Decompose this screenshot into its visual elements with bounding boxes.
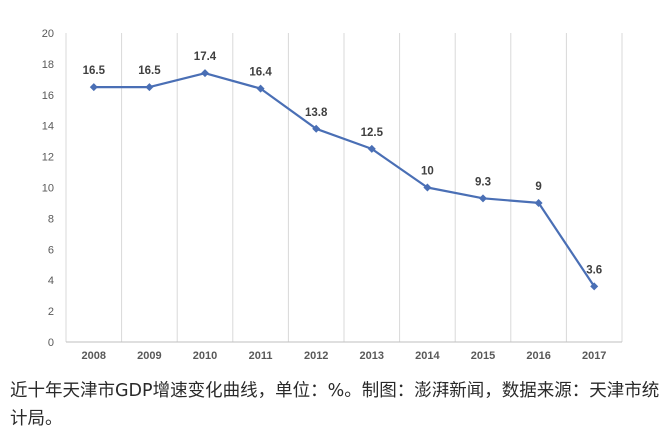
grid-layer [65,33,623,342]
data-label: 3.6 [586,264,602,276]
line-chart: 0 2 4 6 8 10 12 14 16 18 20 2008 2009 2010 2011 2012 201… [42,28,623,362]
y-tick-label: 16 [42,90,54,102]
data-label: 13.8 [305,107,328,119]
data-label: 12.5 [361,127,384,139]
x-tick-label: 2008 [82,350,106,362]
x-tick-label: 2013 [360,350,384,362]
chart-svg: 0 2 4 6 8 10 12 14 16 18 20 2008 2009 2010 2011 2012 201… [42,28,623,362]
data-point-marker [367,144,376,153]
data-point-marker [256,84,265,93]
y-tick-label: 12 [42,152,54,164]
x-tick-label: 2009 [137,350,161,362]
x-tick-label: 2011 [249,350,273,362]
data-label: 17.4 [194,51,217,63]
data-point-marker [423,183,432,192]
y-tick-label: 2 [48,306,54,318]
data-label: 16.5 [83,65,106,77]
line-layer [93,72,596,288]
x-tick-label: 2016 [526,350,550,362]
y-tick-label: 8 [48,213,54,225]
y-tick-label: 18 [42,59,54,71]
x-tick-label: 2012 [304,350,328,362]
data-point-marker [590,282,599,291]
data-label: 16.4 [249,67,272,79]
data-point-marker [312,124,321,133]
y-tick-label: 0 [48,337,54,349]
x-tick-label: 2015 [471,350,495,362]
y-tick-label: 14 [42,121,54,133]
y-tick-label: 4 [48,275,54,287]
y-tick-label: 6 [48,244,54,256]
data-point-marker [479,194,487,203]
series-line [93,72,596,288]
data-label: 9 [535,181,541,193]
data-label: 10 [421,166,434,178]
axis-layer: 0 2 4 6 8 10 12 14 16 18 20 2008 2009 2010 2011 2012 201… [42,28,622,362]
y-tick-label: 10 [42,183,54,195]
data-label: 9.3 [475,176,491,188]
x-tick-label: 2010 [193,350,217,362]
chart-caption: 近十年天津市GDP增速变化曲线，单位：%。制图：澎湃新闻，数据来源：天津市统计局… [10,381,660,429]
label-layer: 16.5 16.5 17.4 16.4 13.8 12.5 10 9.3 9 3.6 [83,51,603,276]
x-tick-label: 2014 [415,350,440,362]
point-layer [89,69,599,291]
data-point-marker [145,83,154,92]
x-tick-label: 2017 [582,350,606,362]
data-point-marker [89,83,98,92]
data-point-marker [201,69,209,78]
y-tick-label: 20 [42,28,54,40]
data-point-marker [534,198,543,207]
data-label: 16.5 [138,65,161,77]
